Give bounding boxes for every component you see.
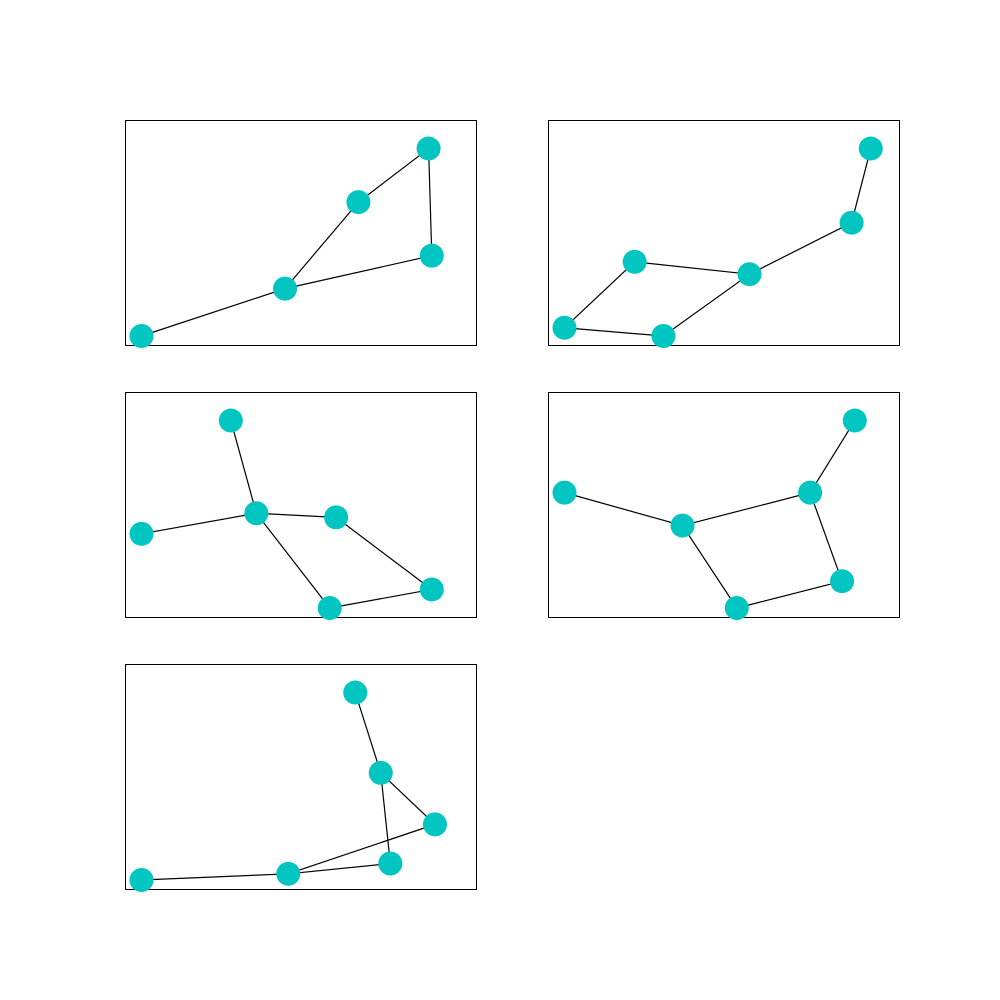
graph-2-node-1: [552, 315, 577, 340]
graph-3-edge-6: [329, 588, 432, 609]
graph-5-node-6: [343, 680, 368, 705]
graph-2-node-6: [858, 136, 883, 161]
graph-2-edge-2: [564, 261, 636, 329]
graph-1-node-4: [346, 190, 371, 215]
graph-2-edge-5: [749, 222, 852, 275]
graph-panel-2: [548, 120, 900, 348]
graph-3-node-2: [218, 408, 243, 433]
graph-5-frame: [125, 664, 477, 890]
graph-3-node-4: [324, 505, 349, 530]
graph-3-node-6: [419, 577, 444, 602]
graph-5-node-1: [129, 868, 154, 892]
graph-2-node-3: [622, 249, 647, 274]
graph-4-svg: [548, 392, 900, 620]
graph-5-node-3: [378, 851, 403, 876]
graph-5-node-5: [368, 760, 393, 785]
graph-5-node-4: [422, 812, 447, 837]
graph-panel-5: [125, 664, 477, 892]
graph-2-edge-1: [564, 327, 664, 337]
graph-5-edge-6: [354, 692, 382, 774]
graph-4-node-4: [798, 480, 823, 505]
graph-5-edge-5: [380, 772, 436, 825]
graph-3-frame: [125, 392, 477, 618]
graph-5-edge-4: [380, 772, 391, 864]
graph-3-edge-5: [335, 516, 433, 590]
graph-4-node-3: [724, 596, 749, 620]
graph-4-node-2: [670, 513, 695, 538]
graph-1-edge-4: [358, 148, 429, 203]
graph-panel-4: [548, 392, 900, 620]
graph-5-svg: [125, 664, 477, 892]
graph-2-node-5: [839, 210, 864, 235]
graph-3-edge-3: [256, 512, 337, 518]
graph-2-edge-3: [663, 273, 750, 337]
graph-3-node-5: [317, 596, 342, 620]
graph-3-svg: [125, 392, 477, 620]
graph-1-edge-5: [428, 148, 433, 256]
graph-5-edge-1: [141, 873, 289, 881]
graph-1-node-3: [419, 243, 444, 268]
graph-5-edge-2: [288, 862, 391, 875]
graph-2-svg: [548, 120, 900, 348]
graph-2-edge-6: [851, 148, 872, 223]
graph-4-edge-5: [809, 492, 843, 582]
graph-1-edge-3: [284, 201, 359, 290]
graph-2-frame: [548, 120, 900, 346]
graph-4-frame: [548, 392, 900, 618]
graph-5-edge-3: [288, 823, 436, 875]
graph-2-node-2: [651, 324, 676, 348]
graph-panel-1: [125, 120, 477, 348]
graph-1-svg: [125, 120, 477, 348]
graph-4-edge-6: [809, 420, 856, 493]
graph-1-frame: [125, 120, 477, 346]
graph-1-node-1: [129, 324, 154, 348]
graph-1-node-5: [416, 136, 441, 161]
graph-3-node-3: [244, 501, 269, 526]
graph-3-node-1: [129, 521, 154, 546]
graph-3-edge-2: [230, 420, 257, 514]
graph-1-edge-1: [141, 288, 286, 337]
graph-4-edge-1: [564, 492, 683, 527]
graph-1-edge-2: [284, 255, 432, 290]
graph-1-node-2: [273, 276, 298, 301]
graph-4-edge-3: [682, 492, 811, 527]
graph-4-edge-2: [682, 525, 738, 609]
graph-3-edge-1: [141, 512, 257, 535]
graph-3-edge-4: [255, 512, 331, 609]
graph-2-edge-4: [634, 261, 750, 275]
graph-panel-3: [125, 392, 477, 620]
graph-4-node-5: [830, 569, 855, 594]
graph-4-node-6: [842, 408, 867, 433]
graph-2-node-4: [737, 262, 762, 287]
graph-4-node-1: [552, 480, 577, 505]
graph-4-edge-4: [736, 580, 843, 609]
graph-5-node-2: [276, 861, 301, 886]
